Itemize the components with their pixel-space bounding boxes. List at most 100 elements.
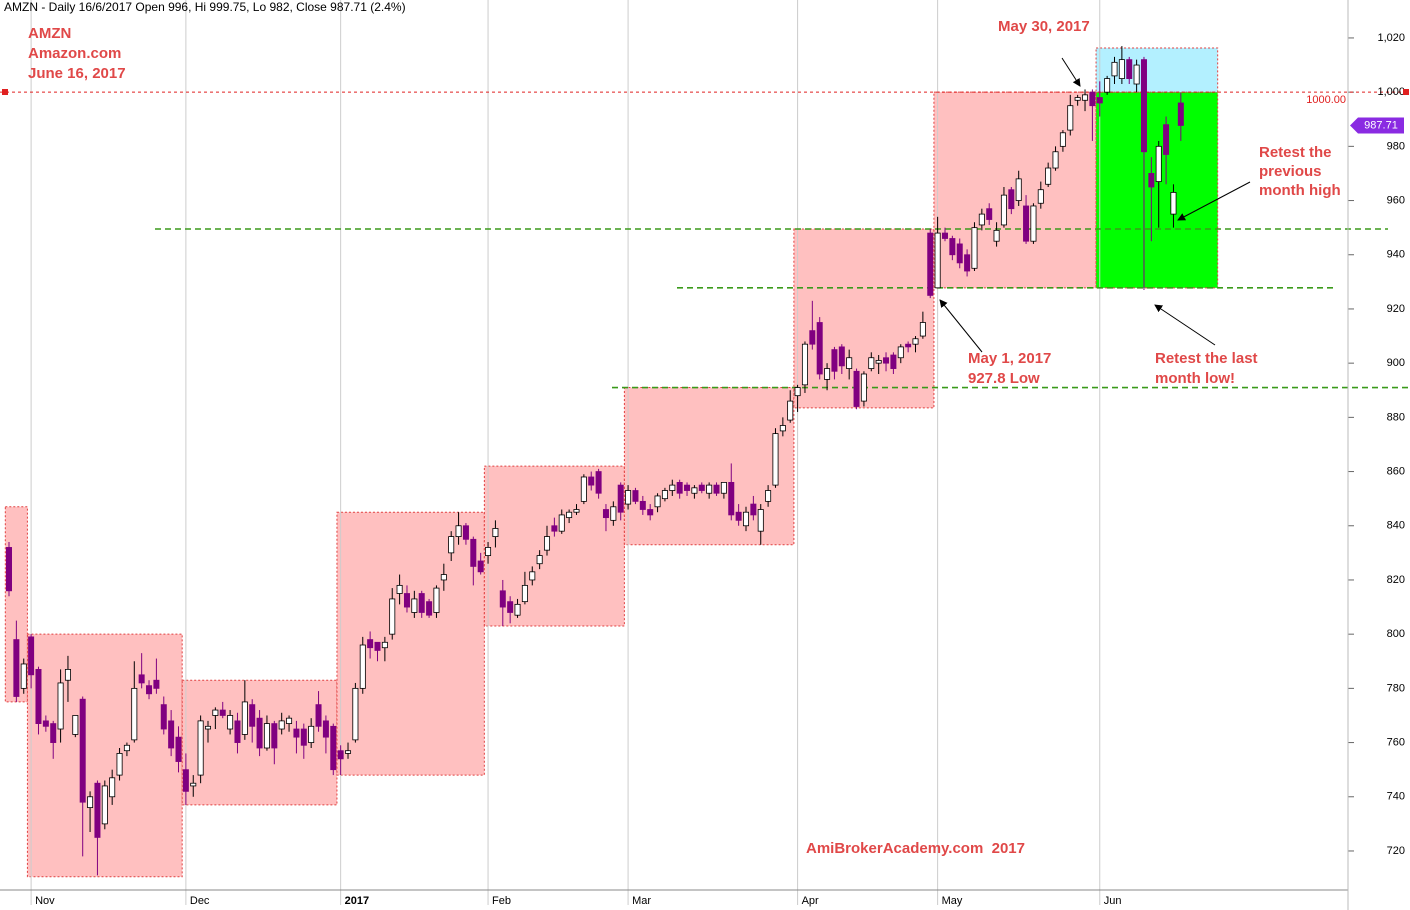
candle-body: [337, 750, 344, 760]
arrow: [1177, 181, 1251, 221]
candle-body: [713, 484, 720, 494]
month-box: [1095, 91, 1219, 289]
candle-body: [499, 590, 506, 608]
candle-body: [529, 571, 536, 581]
candle-body: [602, 509, 609, 519]
y-tick-label: 1,020: [1377, 32, 1405, 44]
annotation: Retest the last: [1155, 350, 1258, 367]
candle-body: [610, 506, 617, 521]
annotation: June 16, 2017: [28, 65, 126, 82]
candle-body: [278, 720, 285, 730]
y-tick-label: 980: [1387, 140, 1405, 152]
candle-body: [6, 547, 12, 592]
candle-body: [249, 704, 256, 727]
candle-body: [42, 720, 49, 727]
candle-body: [1089, 91, 1096, 107]
y-tick-label: 820: [1387, 574, 1405, 586]
candle-body: [514, 603, 521, 616]
candle-body: [1030, 205, 1037, 242]
candle-body: [779, 425, 786, 432]
candle-body: [1045, 167, 1052, 185]
candle-body: [138, 674, 145, 684]
candle-body: [227, 715, 234, 730]
candles: [6, 46, 1184, 876]
candle-body: [883, 357, 890, 364]
annotation: month high: [1259, 182, 1341, 199]
month-box: [336, 511, 485, 776]
candle-body: [639, 500, 646, 510]
y-tick-label: 760: [1387, 736, 1405, 748]
candle-body: [411, 598, 418, 613]
candle-body: [1015, 178, 1022, 201]
candle-body: [912, 338, 919, 345]
candle-body: [485, 547, 492, 556]
candle-body: [897, 346, 904, 359]
candle-body: [470, 538, 477, 567]
candle-body: [455, 525, 462, 538]
month-box: [623, 387, 795, 546]
candle-body: [1177, 102, 1184, 126]
candle-body: [197, 720, 204, 776]
candle-body: [1111, 61, 1118, 77]
candle-body: [153, 679, 160, 689]
candle-body: [448, 536, 455, 554]
candle-body: [544, 536, 551, 551]
candle-body: [750, 503, 757, 516]
candle-body: [116, 753, 123, 776]
candle-body: [57, 682, 64, 730]
levels: [0, 91, 1410, 389]
candle-body: [558, 514, 565, 532]
candle-body: [352, 687, 359, 741]
y-tick-label: 880: [1387, 411, 1405, 423]
candle-body: [1104, 78, 1111, 93]
candle-body: [426, 601, 433, 616]
candle-body: [175, 736, 182, 762]
candle-body: [934, 232, 941, 289]
candle-body: [566, 511, 573, 519]
annotation: 927.8 Low: [968, 370, 1040, 387]
candle-body: [1170, 192, 1177, 215]
candle-body: [765, 490, 772, 502]
candle-body: [787, 400, 794, 421]
candle-body: [1008, 189, 1015, 210]
candle-body: [1133, 64, 1140, 85]
candle-body: [293, 728, 300, 738]
candle-body: [212, 709, 219, 716]
candle-body: [868, 357, 875, 369]
candle-body: [94, 782, 101, 838]
candle-body: [131, 687, 138, 741]
candle-body: [160, 704, 167, 730]
candle-body: [706, 484, 713, 494]
candle-body: [691, 487, 698, 494]
annotation: previous: [1259, 163, 1322, 180]
candle-body: [536, 555, 543, 565]
candle-body: [109, 777, 116, 798]
candle-body: [1163, 124, 1170, 155]
y-tick-label: 920: [1387, 303, 1405, 315]
candle-body: [890, 354, 897, 369]
candle-body: [308, 725, 315, 743]
candle-body: [1023, 205, 1030, 242]
candle-body: [1067, 105, 1074, 131]
annotation: month low!: [1155, 370, 1235, 387]
last-price-tag: [1350, 117, 1404, 134]
candle-body: [241, 701, 248, 735]
candle-body: [978, 213, 985, 226]
last-price-label: 987.71: [1364, 119, 1398, 131]
candle-body: [492, 528, 499, 538]
candle-body: [757, 509, 764, 532]
candle-body: [190, 782, 197, 787]
labels: Nov Dec 2017 Feb Mar Apr May Jun 720 740 760 780 800…: [28, 18, 1405, 907]
y-tick-label: 1,000: [1377, 86, 1405, 98]
candle-body: [1096, 97, 1103, 104]
candle-body: [927, 232, 934, 296]
candle-body: [79, 698, 86, 803]
candle-body: [219, 709, 226, 716]
month-box: [26, 633, 183, 878]
candle-body: [993, 229, 1000, 242]
arrow: [1061, 57, 1081, 87]
x-tick-label: 2017: [345, 895, 369, 907]
y-tick-label: 720: [1387, 845, 1405, 857]
arrow: [1154, 304, 1216, 346]
candle-body: [101, 785, 108, 825]
